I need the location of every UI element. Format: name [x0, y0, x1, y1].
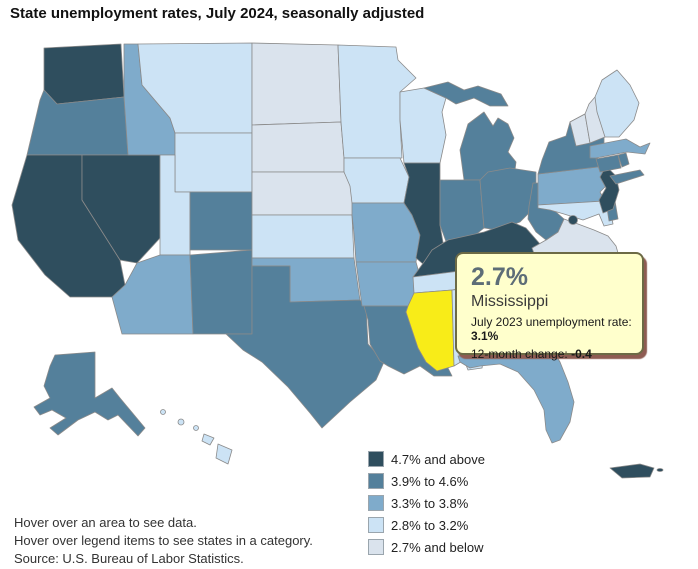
legend-label: 2.8% to 3.2% — [391, 517, 469, 533]
page-title: State unemployment rates, July 2024, sea… — [10, 5, 425, 22]
tooltip-change: 12-month change: -0.4 — [471, 347, 592, 362]
legend-swatch-medium — [368, 495, 384, 511]
legend-item[interactable]: 4.7% and above — [368, 448, 485, 470]
tooltip-rate: 2.7% — [471, 263, 528, 291]
state-me[interactable] — [594, 69, 640, 138]
footnote-source: Source: U.S. Bureau of Labor Statistics. — [14, 551, 244, 566]
state-pr[interactable] — [609, 463, 655, 479]
state-dc[interactable] — [568, 215, 578, 225]
legend-label: 3.3% to 3.8% — [391, 495, 469, 511]
legend-swatch-lightest — [368, 539, 384, 555]
state-nd[interactable] — [251, 42, 342, 126]
state-ny-long-island[interactable] — [609, 169, 645, 185]
state-pr-islet[interactable] — [656, 468, 664, 472]
state-hi[interactable] — [177, 418, 185, 426]
legend-swatch-light — [368, 517, 384, 533]
state-hi[interactable] — [201, 433, 215, 446]
state-tx[interactable] — [225, 265, 385, 429]
legend-item[interactable]: 2.8% to 3.2% — [368, 514, 485, 536]
state-az[interactable] — [111, 254, 194, 335]
legend-item[interactable]: 3.9% to 4.6% — [368, 470, 485, 492]
state-wy[interactable] — [174, 132, 253, 193]
legend-label: 3.9% to 4.6% — [391, 473, 469, 489]
state-ak[interactable] — [33, 351, 146, 437]
state-hi[interactable] — [215, 443, 233, 465]
legend-label: 4.7% and above — [391, 451, 485, 467]
footer-notes: Hover over an area to see data. Hover ov… — [14, 514, 313, 568]
state-mi-upper[interactable] — [423, 81, 509, 107]
state-nm[interactable] — [189, 249, 253, 335]
state-ia[interactable] — [343, 157, 410, 204]
state-ma[interactable] — [589, 138, 651, 159]
legend-item[interactable]: 2.7% and below — [368, 536, 485, 558]
state-ne[interactable] — [251, 171, 357, 216]
state-ct[interactable] — [595, 154, 622, 173]
footnote-hover-legend: Hover over legend items to see states in… — [14, 533, 313, 548]
state-wi[interactable] — [399, 87, 447, 164]
legend: 4.7% and above 3.9% to 4.6% 3.3% to 3.8%… — [368, 448, 485, 558]
map-tooltip: 2.7% Mississippi July 2023 unemployment … — [455, 252, 644, 361]
state-ks[interactable] — [251, 214, 355, 259]
legend-item[interactable]: 3.3% to 3.8% — [368, 492, 485, 514]
tooltip-state-name: Mississippi — [471, 293, 549, 311]
legend-swatch-darkest — [368, 451, 384, 467]
state-sd[interactable] — [251, 121, 345, 173]
state-oh[interactable] — [479, 167, 537, 231]
state-fl[interactable] — [457, 346, 575, 444]
footnote-hover-area: Hover over an area to see data. — [14, 515, 197, 530]
state-ri[interactable] — [617, 152, 630, 168]
legend-label: 2.7% and below — [391, 539, 484, 555]
state-hi[interactable] — [193, 425, 199, 431]
state-hi[interactable] — [160, 409, 166, 415]
state-wa[interactable] — [43, 43, 125, 105]
state-co[interactable] — [189, 191, 253, 251]
tooltip-prior-rate: July 2023 unemployment rate: 3.1% — [471, 315, 632, 344]
legend-swatch-dark — [368, 473, 384, 489]
